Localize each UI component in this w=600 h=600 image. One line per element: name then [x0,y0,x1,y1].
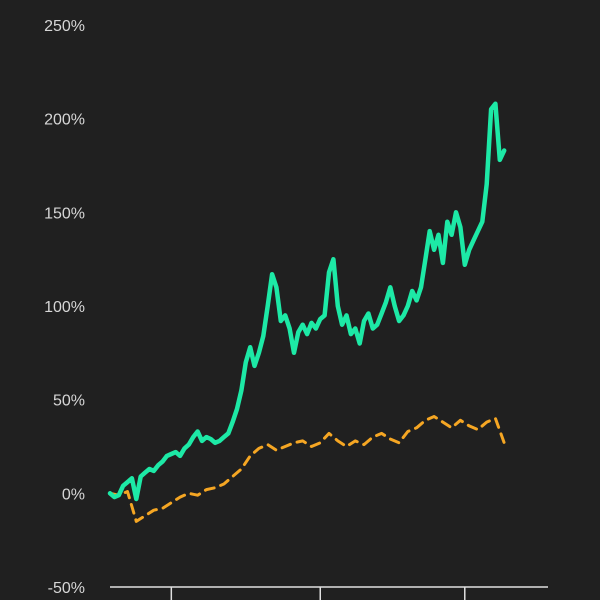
y-tick-label: 250% [44,18,85,35]
y-tick-label: 50% [53,393,85,410]
y-axis: -50% 0% 50% 100% 150% 200% 250% [44,18,85,597]
series-layer [107,101,507,523]
y-tick-label: -50% [48,580,85,597]
series-line-solid [107,101,507,502]
x-axis [110,586,548,600]
series-line-dashed [108,415,506,523]
y-tick-label: 0% [62,486,85,503]
y-tick-label: 150% [44,205,85,222]
y-tick-label: 100% [44,299,85,316]
y-tick-label: 200% [44,112,85,129]
